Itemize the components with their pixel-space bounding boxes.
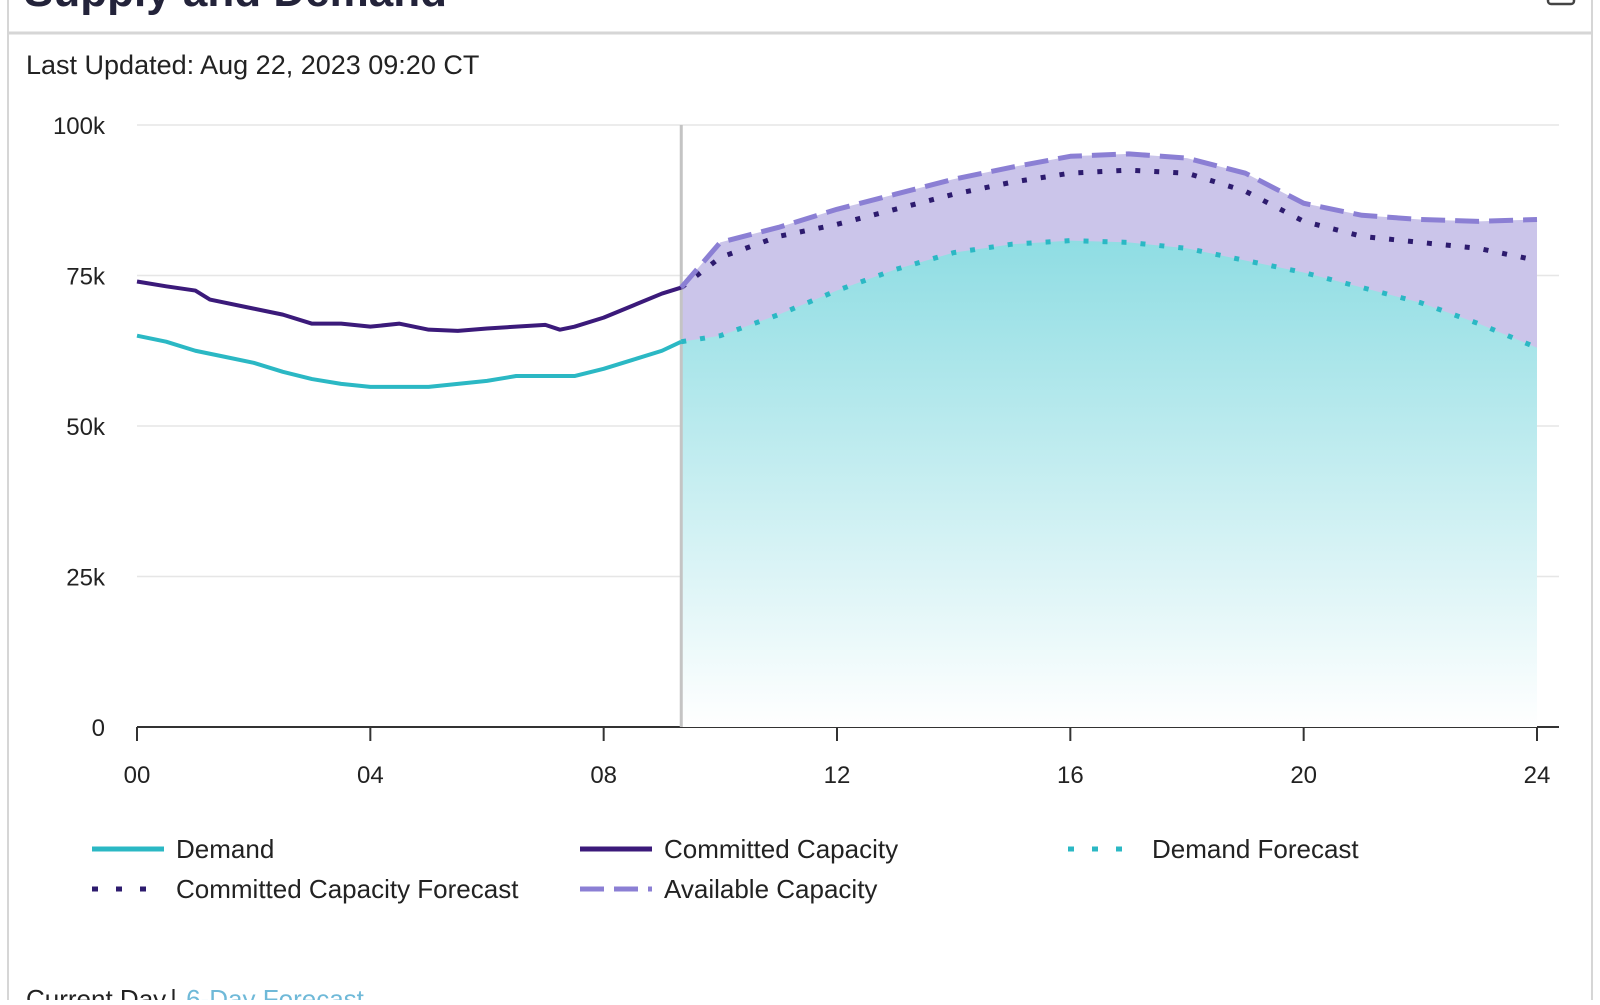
x-tick-label: 04	[357, 762, 384, 789]
legend-label: Committed Capacity Forecast	[176, 874, 519, 904]
footer-link[interactable]: Current Day	[26, 984, 166, 1005]
y-tick-label: 0	[92, 715, 105, 742]
series-line	[679, 151, 1538, 290]
y-tick-label: 25k	[66, 565, 106, 592]
legend-item[interactable]: Demand Forecast	[1068, 834, 1359, 864]
area	[681, 240, 1537, 728]
y-tick-label: 50k	[66, 414, 106, 441]
chart-title: Supply and Demand	[24, 0, 447, 16]
x-tick-label: 08	[590, 762, 617, 789]
card-frame	[7, 0, 1593, 1005]
x-tick-label: 12	[824, 762, 851, 789]
footer-link[interactable]: 6-Day Forecast	[186, 984, 364, 1005]
y-tick-label: 100k	[53, 113, 106, 140]
x-tick-label: 00	[124, 762, 151, 789]
legend-item[interactable]: Committed Capacity	[580, 834, 898, 864]
subtitle: Last Updated: Aug 22, 2023 09:20 CT	[26, 50, 479, 80]
legend-label: Available Capacity	[664, 874, 877, 904]
x-tick-label: 24	[1524, 762, 1551, 789]
legend-item[interactable]: Available Capacity	[580, 874, 877, 904]
legend-item[interactable]: Committed Capacity Forecast	[92, 874, 519, 904]
legend-item[interactable]: Demand	[92, 834, 274, 864]
legend-label: Demand	[176, 834, 274, 864]
x-tick-label: 16	[1057, 762, 1084, 789]
footer-separator: |	[170, 984, 177, 1000]
y-tick-label: 75k	[66, 264, 106, 291]
series-line	[136, 279, 682, 333]
series-line	[136, 333, 683, 389]
series-line	[679, 167, 1538, 290]
legend-label: Committed Capacity	[664, 834, 898, 864]
menu-icon[interactable]	[1546, 0, 1576, 6]
x-tick-label: 20	[1290, 762, 1317, 789]
legend-label: Demand Forecast	[1152, 834, 1359, 864]
footer: Current Day | 6-Day Forecast	[26, 984, 365, 1005]
series-line	[680, 238, 1538, 351]
